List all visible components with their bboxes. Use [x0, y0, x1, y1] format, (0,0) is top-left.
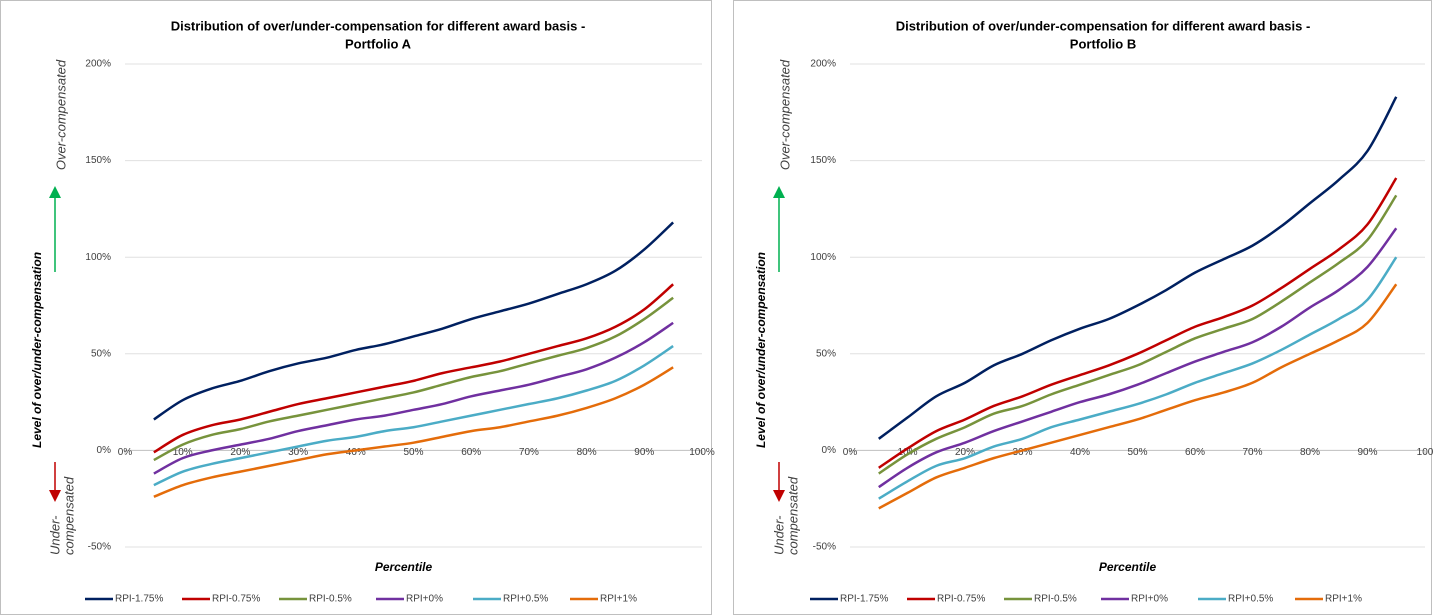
- chart-title: Distribution of over/under-compensation …: [896, 18, 1311, 33]
- legend-label: RPI+1%: [1325, 594, 1362, 605]
- y-tick-label: 50%: [91, 348, 111, 359]
- y-tick-label: -50%: [813, 542, 836, 553]
- x-tick-label: 20%: [230, 447, 250, 458]
- legend-label: RPI+0%: [406, 594, 443, 605]
- x-tick-label: 70%: [519, 447, 539, 458]
- y-tick-label: 200%: [810, 59, 836, 70]
- legend-label: RPI+0%: [1131, 594, 1168, 605]
- series-line: [878, 194, 1398, 475]
- x-tick-label: 30%: [288, 447, 308, 458]
- chart-title: Distribution of over/under-compensation …: [171, 18, 586, 33]
- under-annotation: Under-: [47, 515, 62, 555]
- x-tick-label: 80%: [577, 447, 597, 458]
- y-tick-label: 150%: [85, 155, 111, 166]
- x-tick-label: 30%: [1012, 447, 1032, 458]
- x-tick-label: 100%: [689, 447, 715, 458]
- y-tick-label: -50%: [88, 542, 111, 553]
- panel-border: [0, 0, 712, 615]
- series-line: [878, 283, 1398, 510]
- y-tick-label: 100%: [810, 252, 836, 263]
- x-tick-label: 50%: [403, 447, 423, 458]
- x-tick-label: 40%: [1070, 447, 1090, 458]
- legend-label: RPI+1%: [600, 594, 637, 605]
- under-annotation: compensated: [785, 476, 800, 555]
- x-tick-label: 10%: [897, 447, 917, 458]
- x-tick-label: 40%: [346, 447, 366, 458]
- y-tick-label: 100%: [85, 252, 111, 263]
- series-line: [153, 283, 674, 454]
- legend-label: RPI-0.5%: [1034, 594, 1077, 605]
- x-axis-title: Percentile: [1099, 560, 1157, 574]
- legend-label: RPI-0.75%: [212, 594, 260, 605]
- y-axis-title: Level of over/under-compensation: [754, 252, 768, 448]
- x-tick-label: 50%: [1127, 447, 1147, 458]
- x-tick-label: 0%: [843, 447, 858, 458]
- series-line: [153, 321, 674, 475]
- legend-label: RPI-0.75%: [937, 594, 985, 605]
- legend-label: RPI-1.75%: [840, 594, 888, 605]
- y-tick-label: 50%: [816, 348, 836, 359]
- x-tick-label: 90%: [634, 447, 654, 458]
- y-axis-title: Level of over/under-compensation: [30, 252, 44, 448]
- under-annotation: Under-: [771, 515, 786, 555]
- x-tick-label: 60%: [461, 447, 481, 458]
- over-annotation: Over-compensated: [777, 59, 792, 170]
- series-line: [878, 227, 1398, 489]
- x-tick-label: 0%: [118, 447, 133, 458]
- x-tick-label: 60%: [1185, 447, 1205, 458]
- x-tick-label: 70%: [1242, 447, 1262, 458]
- series-line: [153, 221, 675, 421]
- x-tick-label: 90%: [1357, 447, 1377, 458]
- legend-label: RPI+0.5%: [503, 594, 548, 605]
- x-tick-label: 10%: [173, 447, 193, 458]
- y-tick-label: 0%: [97, 445, 112, 456]
- x-tick-label: 80%: [1300, 447, 1320, 458]
- series-line: [878, 256, 1398, 500]
- series-line: [878, 96, 1398, 440]
- legend-label: RPI+0.5%: [1228, 594, 1273, 605]
- series-line: [153, 366, 674, 498]
- panel-border: [733, 0, 1432, 615]
- legend-label: RPI-0.5%: [309, 594, 352, 605]
- under-annotation: compensated: [61, 476, 76, 555]
- series-line: [878, 177, 1398, 469]
- over-annotation: Over-compensated: [53, 59, 68, 170]
- y-tick-label: 0%: [822, 445, 837, 456]
- y-tick-label: 150%: [810, 155, 836, 166]
- chart-title: Portfolio A: [345, 36, 412, 51]
- y-tick-label: 200%: [85, 59, 111, 70]
- x-tick-label: 100: [1417, 447, 1433, 458]
- legend-label: RPI-1.75%: [115, 594, 163, 605]
- series-line: [153, 296, 674, 462]
- x-axis-title: Percentile: [375, 560, 433, 574]
- x-tick-label: 20%: [955, 447, 975, 458]
- chart-title: Portfolio B: [1070, 36, 1136, 51]
- series-line: [153, 345, 674, 487]
